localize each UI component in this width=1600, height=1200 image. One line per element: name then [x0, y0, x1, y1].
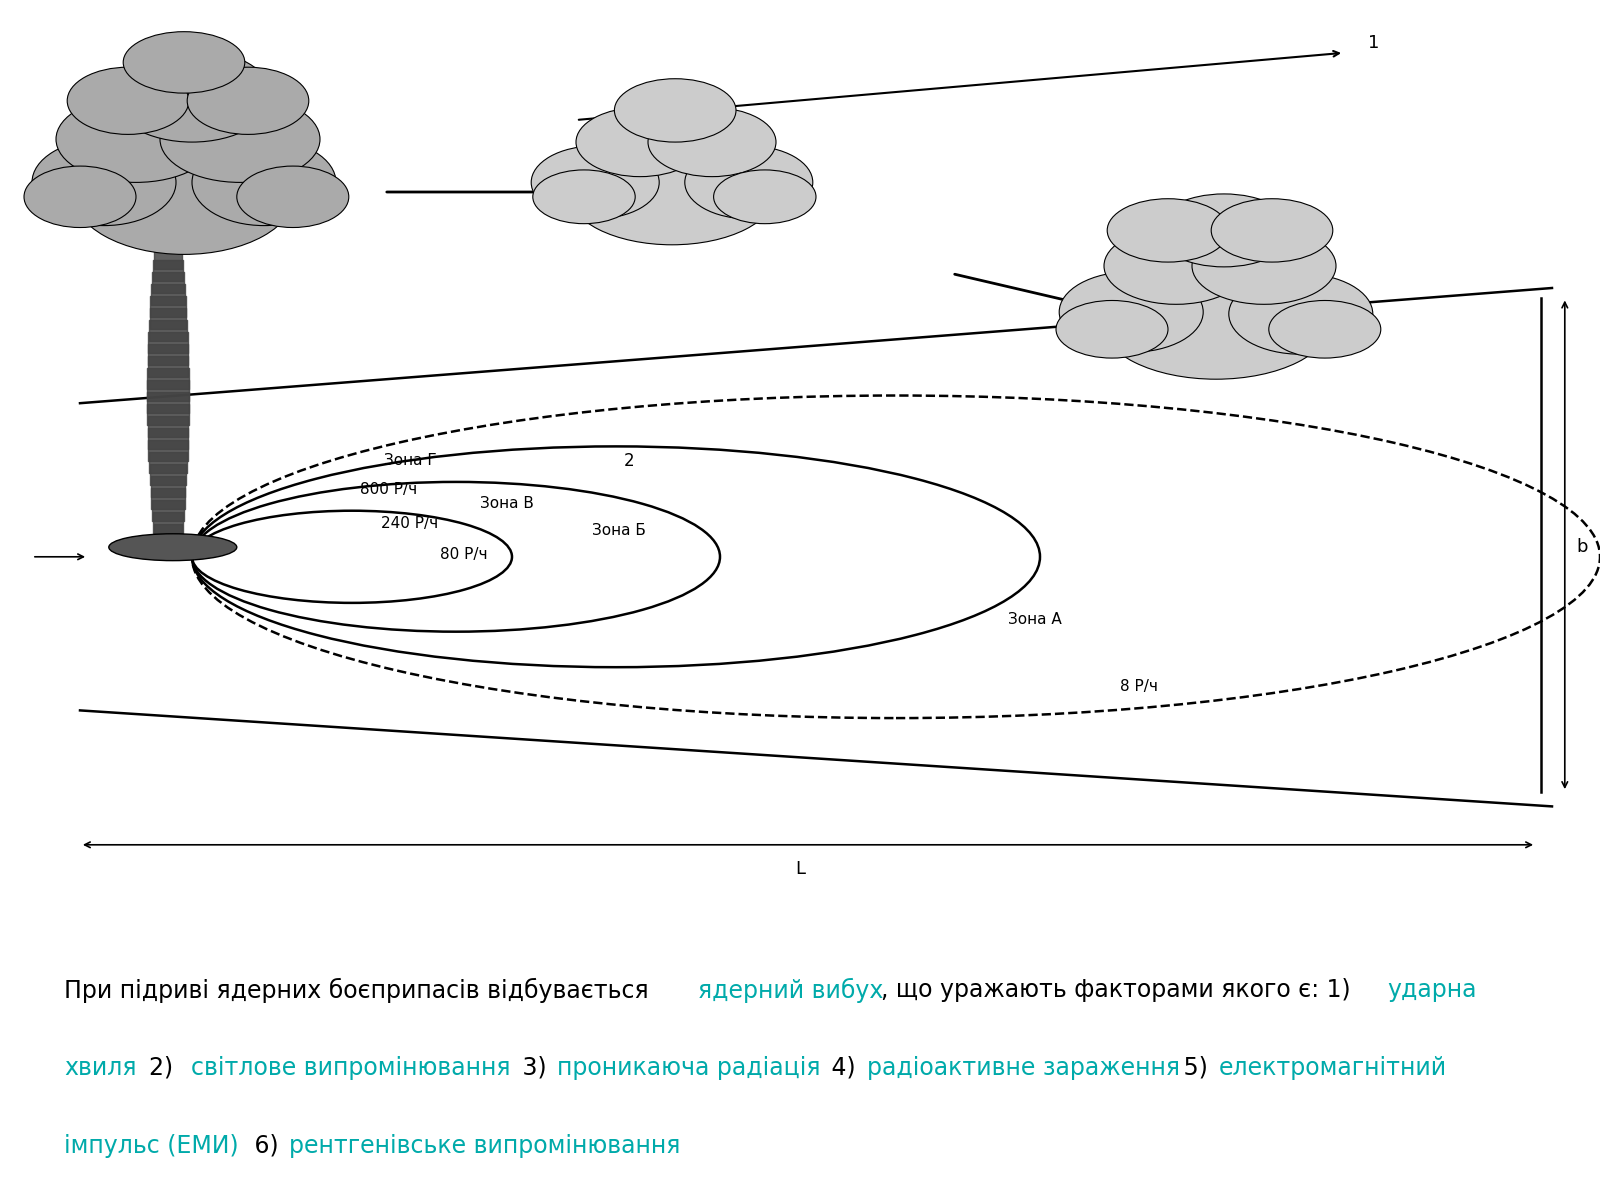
Text: 2): 2) — [134, 1056, 173, 1080]
Text: 3): 3) — [515, 1056, 546, 1080]
Ellipse shape — [1155, 194, 1293, 266]
Ellipse shape — [614, 79, 736, 142]
Text: ядерний вибух: ядерний вибух — [698, 978, 883, 1003]
Text: 5): 5) — [1176, 1056, 1208, 1080]
Ellipse shape — [56, 96, 216, 182]
Text: 800 Р/ч: 800 Р/ч — [360, 482, 418, 497]
Ellipse shape — [533, 170, 635, 223]
Text: 8 Р/ч: 8 Р/ч — [1120, 679, 1158, 694]
Text: електромагнітний: електромагнітний — [1219, 1056, 1446, 1080]
Ellipse shape — [1107, 199, 1229, 262]
Text: При підриві ядерних боєприпасів відбувається: При підриві ядерних боєприпасів відбуває… — [64, 978, 656, 1003]
Text: рентгенівське випромінювання: рентгенівське випромінювання — [290, 1134, 680, 1158]
Text: проникаюча радіація: проникаюча радіація — [557, 1056, 821, 1080]
Text: 2: 2 — [624, 451, 635, 469]
Ellipse shape — [237, 166, 349, 228]
Text: 6): 6) — [246, 1134, 278, 1158]
Ellipse shape — [1211, 199, 1333, 262]
Ellipse shape — [685, 146, 813, 218]
Ellipse shape — [1101, 264, 1331, 379]
Text: L: L — [795, 859, 805, 878]
Text: Зона А: Зона А — [1008, 612, 1062, 626]
Ellipse shape — [192, 139, 336, 226]
Ellipse shape — [1056, 300, 1168, 358]
Ellipse shape — [568, 139, 776, 245]
Ellipse shape — [576, 108, 704, 176]
Text: радіоактивне зараження: радіоактивне зараження — [867, 1056, 1179, 1080]
Ellipse shape — [109, 534, 237, 560]
Ellipse shape — [160, 96, 320, 182]
Text: Зона Б: Зона Б — [592, 523, 646, 539]
Ellipse shape — [24, 166, 136, 228]
Ellipse shape — [1104, 228, 1248, 305]
Text: хвиля: хвиля — [64, 1056, 136, 1080]
Ellipse shape — [1269, 300, 1381, 358]
Text: Зона Г: Зона Г — [384, 454, 437, 468]
Ellipse shape — [714, 170, 816, 223]
Ellipse shape — [72, 130, 296, 254]
Text: Зона В: Зона В — [480, 497, 534, 511]
Ellipse shape — [32, 139, 176, 226]
Text: 80 Р/ч: 80 Р/ч — [440, 547, 488, 563]
Text: , що уражають факторами якого є: 1): , що уражають факторами якого є: 1) — [880, 978, 1358, 1002]
Ellipse shape — [1229, 274, 1373, 354]
Ellipse shape — [1059, 271, 1203, 353]
Text: b: b — [1576, 538, 1587, 557]
Ellipse shape — [1192, 228, 1336, 305]
Ellipse shape — [67, 67, 189, 134]
Text: ударна: ударна — [1387, 978, 1477, 1002]
Ellipse shape — [123, 31, 245, 94]
Text: світлове випромінювання: світлове випромінювання — [190, 1056, 510, 1080]
Ellipse shape — [531, 146, 659, 218]
Text: 4): 4) — [824, 1056, 856, 1080]
Text: імпульс (ЕМИ): імпульс (ЕМИ) — [64, 1134, 238, 1158]
Ellipse shape — [648, 108, 776, 176]
Text: 1: 1 — [1368, 34, 1379, 52]
Text: 240 Р/ч: 240 Р/ч — [381, 516, 438, 530]
Ellipse shape — [187, 67, 309, 134]
Ellipse shape — [112, 50, 272, 142]
